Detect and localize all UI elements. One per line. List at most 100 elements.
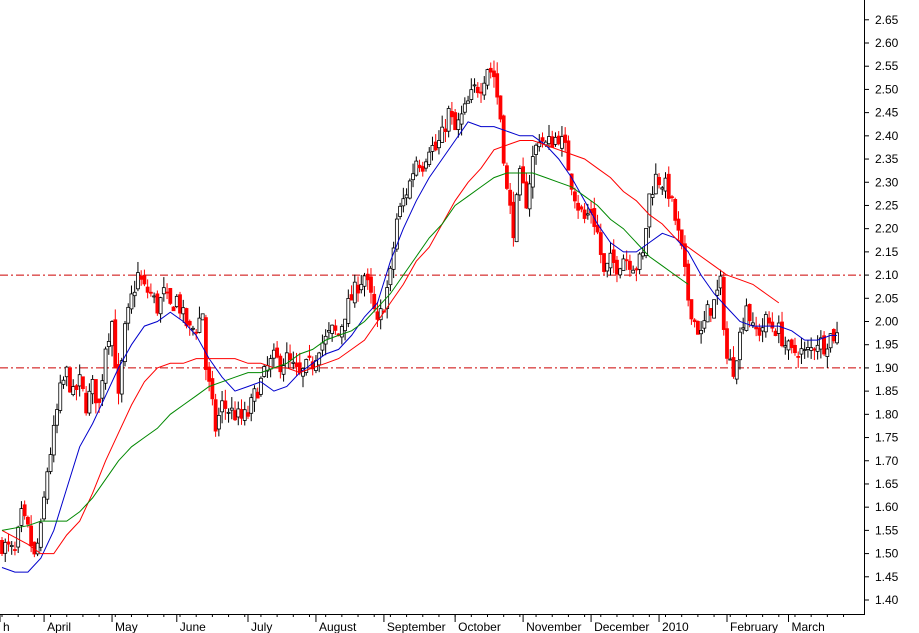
candle-body: [683, 243, 687, 267]
candle-body: [615, 259, 619, 275]
y-tick-label: 1.45: [875, 570, 899, 584]
candle-body: [304, 359, 309, 373]
x-tick-label-december: December: [594, 620, 649, 633]
candle-body: [200, 313, 205, 321]
candle-body: [809, 347, 814, 351]
candle-body: [734, 360, 739, 380]
candle-body: [776, 322, 781, 334]
y-tick-label: 2.60: [875, 36, 899, 50]
y-tick-label: 2.35: [875, 152, 899, 166]
candle-body: [738, 331, 742, 361]
candle-body: [372, 293, 377, 310]
candle-body: [715, 289, 720, 296]
candle-body: [136, 272, 140, 290]
candle-body: [87, 390, 92, 414]
candle-body: [191, 327, 195, 330]
x-tick-label-february: February: [730, 620, 778, 633]
y-tick-label: 2.00: [875, 315, 899, 329]
candle-body: [19, 508, 24, 526]
candle-body: [97, 398, 101, 403]
candle-body: [815, 344, 820, 352]
candle-body: [369, 276, 373, 293]
candle-body: [598, 232, 603, 255]
candle-body: [74, 385, 79, 391]
candle-body: [71, 386, 76, 396]
candle-body: [602, 253, 606, 272]
candle-body: [456, 119, 461, 130]
candle-body: [556, 135, 561, 145]
candle-body: [210, 378, 215, 400]
y-tick-label: 2.45: [875, 106, 899, 120]
candle-body: [81, 376, 85, 389]
candle-body: [58, 382, 63, 411]
candle-body: [168, 287, 173, 304]
candle-body: [77, 374, 82, 387]
y-tick-label: 1.60: [875, 500, 899, 514]
candle-body: [229, 407, 234, 411]
moving-average-lines: [1, 121, 838, 573]
x-tick-label-october: October: [458, 620, 501, 633]
candle-body: [780, 321, 784, 347]
candle-body: [213, 399, 218, 432]
candle-body: [359, 283, 364, 291]
candle-body: [566, 140, 571, 171]
x-tick-label-march: March: [792, 620, 825, 633]
x-tick-label-h: h: [3, 620, 10, 633]
candle-body: [757, 327, 762, 336]
candle-body: [443, 128, 448, 132]
candle-body: [479, 91, 483, 94]
candle-body: [462, 103, 467, 113]
candle-body: [553, 136, 558, 145]
candle-body: [446, 108, 451, 132]
candle-body: [171, 306, 176, 312]
x-tick-label-june: June: [180, 620, 206, 633]
candle-body: [148, 291, 153, 294]
y-tick-label: 2.55: [875, 59, 899, 73]
candle-body: [802, 349, 807, 351]
candle-body: [204, 317, 208, 370]
candle-body: [453, 112, 458, 131]
candle-body: [796, 356, 801, 358]
candle-body: [398, 205, 403, 217]
candle-body: [375, 311, 380, 320]
candle-body: [482, 82, 487, 96]
y-tick-label: 1.80: [875, 407, 899, 421]
y-tick-label: 2.65: [875, 13, 899, 27]
candle-body: [767, 317, 771, 324]
candles: [0, 60, 839, 563]
candle-body: [569, 173, 574, 190]
candle-body: [42, 496, 46, 520]
candle-body: [825, 348, 830, 357]
candle-body: [259, 377, 263, 395]
candle-body: [51, 424, 56, 456]
candle-body: [165, 291, 169, 294]
axes: [0, 0, 869, 622]
y-tick-label: 2.25: [875, 198, 899, 212]
candle-body: [55, 409, 59, 426]
candle-body: [414, 160, 419, 176]
candle-body: [132, 291, 137, 297]
candle-body: [644, 227, 648, 257]
candle-body: [676, 218, 681, 231]
candle-body: [281, 365, 286, 375]
candle-body: [327, 330, 331, 333]
y-axis-tick-labels: 1.40 1.45 1.50 1.55 1.60 1.65 1.70 1.75 1.80 1.85…: [875, 13, 899, 607]
candle-body: [404, 194, 409, 199]
candle-body: [3, 541, 8, 554]
candle-body: [343, 318, 347, 332]
candle-body: [663, 177, 668, 192]
candle-body: [699, 330, 704, 335]
candle-body: [440, 126, 445, 143]
candle-body: [145, 286, 150, 293]
x-tick-label-may: May: [115, 620, 138, 633]
x-axis-month-labels: h April May June July August September October N…: [3, 620, 825, 633]
candle-body: [126, 306, 131, 324]
candle-body: [68, 367, 72, 393]
candle-body: [760, 327, 765, 332]
candle-body: [505, 165, 509, 189]
x-tick-label-september: September: [387, 620, 446, 633]
y-tick-label: 1.55: [875, 523, 899, 537]
candle-body: [417, 164, 422, 169]
candle-body: [123, 323, 127, 363]
candle-body: [437, 140, 441, 149]
